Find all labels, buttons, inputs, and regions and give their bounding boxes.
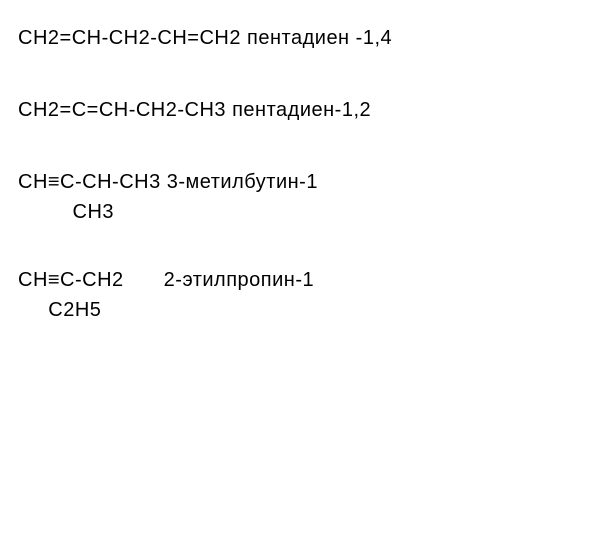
compound-4-substituent: C2H5: [18, 296, 582, 324]
compound-4: CH≡C-CH2 2-этилпропин-1 C2H5: [18, 266, 582, 324]
compound-2: CH2=C=CH-CH2-CH3 пентадиен-1,2: [18, 96, 582, 124]
compound-1-formula-name: CH2=CH-CH2-CH=CH2 пентадиен -1,4: [18, 24, 582, 52]
compound-3-formula-name: CH≡C-CH-CH3 3-метилбутин-1: [18, 168, 582, 196]
compound-4-line: CH≡C-CH2 2-этилпропин-1: [18, 266, 582, 294]
compound-2-formula-name: CH2=C=CH-CH2-CH3 пентадиен-1,2: [18, 96, 582, 124]
compound-3-substituent: CH3: [18, 198, 582, 226]
compound-4-name: 2-этилпропин-1: [164, 269, 314, 291]
compound-1: CH2=CH-CH2-CH=CH2 пентадиен -1,4: [18, 24, 582, 52]
compound-4-formula: CH≡C-CH2: [18, 269, 124, 291]
compound-3: CH≡C-CH-CH3 3-метилбутин-1 CH3: [18, 168, 582, 226]
